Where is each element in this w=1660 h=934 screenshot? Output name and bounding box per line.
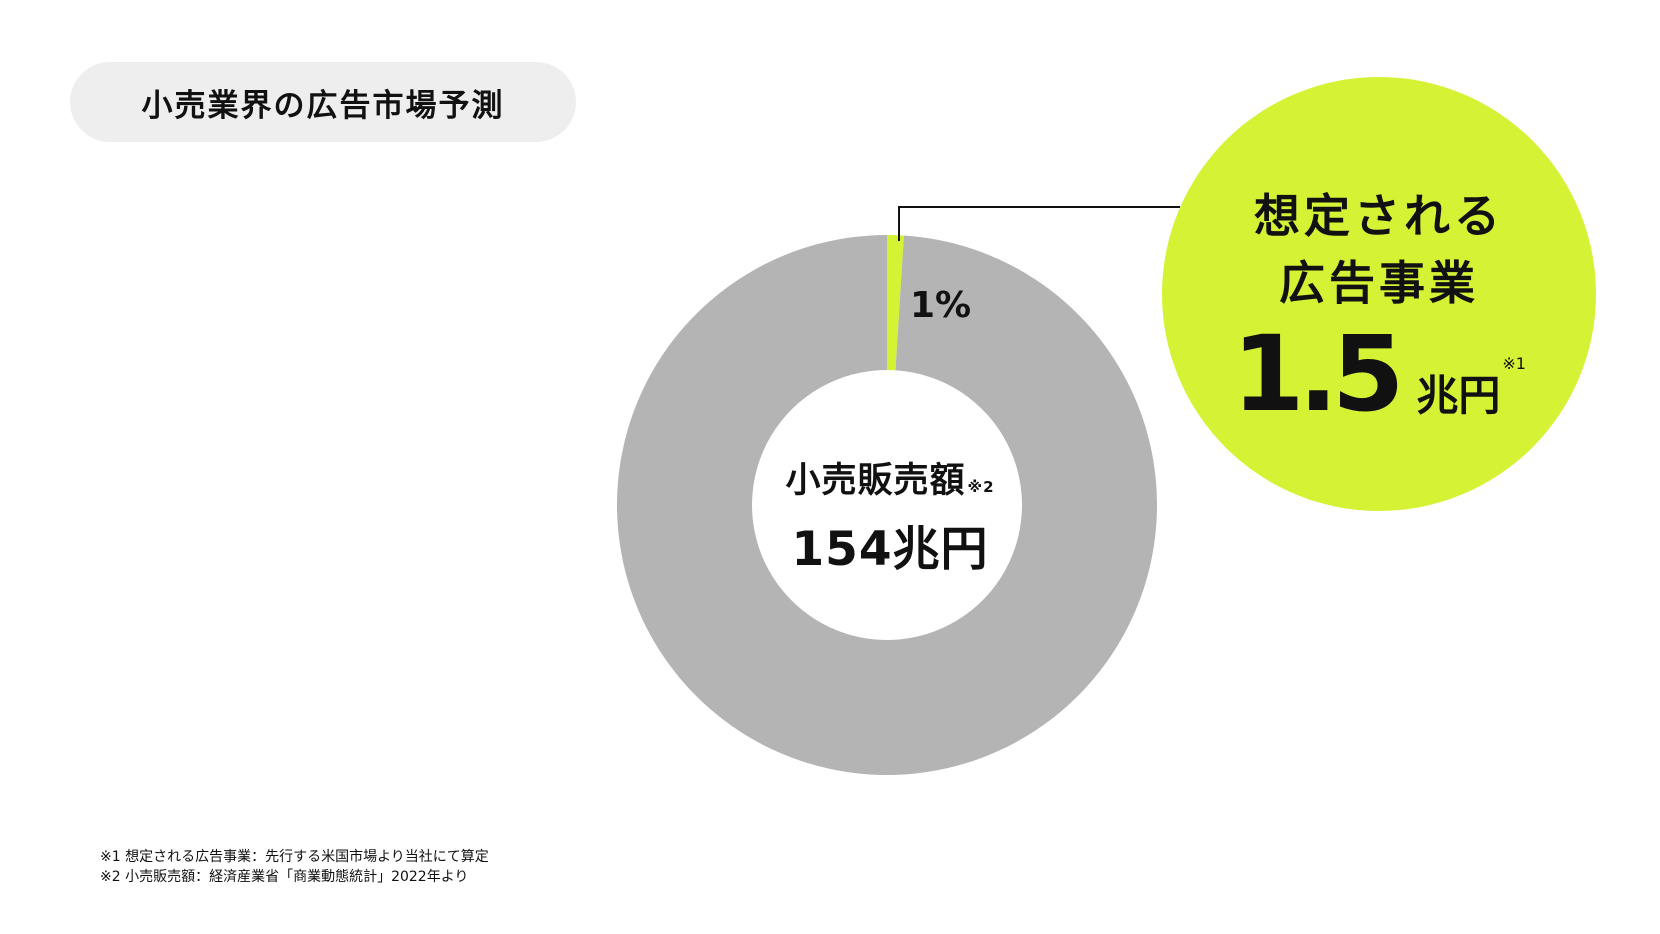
chart-title: 小売業界の広告市場予測 — [141, 87, 505, 124]
chart-title-pill: 小売業界の広告市場予測 — [70, 62, 576, 142]
callout-value-row: 1.5 兆円 ※1 — [1162, 322, 1596, 426]
callout-number: 1.5 — [1232, 313, 1404, 435]
donut-slice-ad-business — [887, 235, 904, 371]
donut-slices — [616, 235, 1157, 775]
callout-circle: 想定される 広告事業 1.5 兆円 ※1 — [1162, 77, 1596, 511]
footnotes: ※1 想定される広告事業：先行する米国市場より当社にて算定 ※2 小売販売額：経… — [100, 847, 489, 887]
donut-center-name: 小売販売額 ※2 — [730, 452, 1050, 503]
callout-line2: 広告事業 — [1279, 256, 1479, 310]
donut-slice-retail-sales — [616, 235, 1157, 775]
slice-percent-label: 1% — [910, 285, 972, 326]
callout-unit: 兆円 — [1416, 371, 1501, 420]
callout-leader-line — [898, 206, 1180, 241]
footnote-2: ※2 小売販売額：経済産業省「商業動態統計」2022年より — [100, 869, 469, 885]
center-name-note: ※2 — [967, 478, 995, 496]
center-name-text: 小売販売額 — [785, 461, 966, 501]
footnote-1: ※1 想定される広告事業：先行する米国市場より当社にて算定 — [100, 849, 489, 865]
donut-center-value: 154兆円 — [791, 522, 989, 577]
callout-note: ※1 — [1502, 354, 1526, 373]
callout-line1: 想定される — [1254, 189, 1504, 243]
